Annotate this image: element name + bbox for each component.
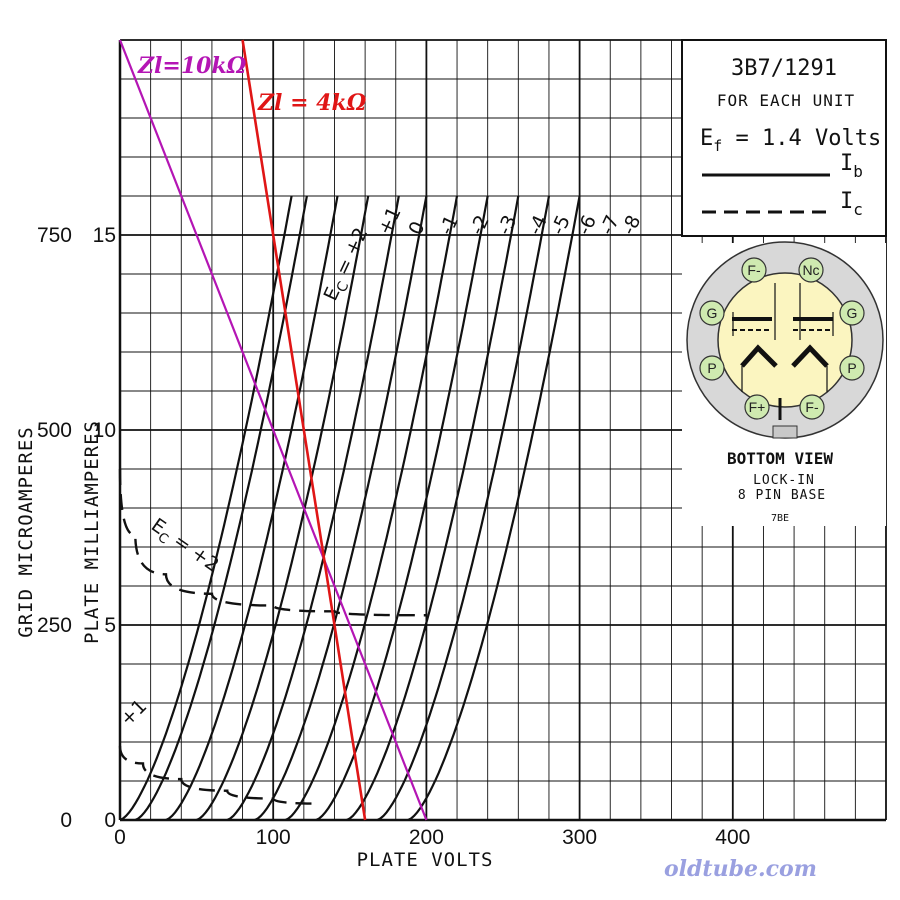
tube-elements-drawing xyxy=(732,283,834,420)
legend-solid-label: Ib xyxy=(840,151,863,181)
x-axis-title: PLATE VOLTS xyxy=(357,849,494,871)
y-tick-label-plate: 10 xyxy=(93,419,116,442)
ec-label-rest: = +2 xyxy=(329,224,373,284)
socket-pin-label: F- xyxy=(747,262,761,278)
watermark: oldtube.com xyxy=(664,856,817,882)
load-line-10k-label: Zl=10kΩ xyxy=(137,53,247,79)
legend-for-each-unit: FOR EACH UNIT xyxy=(717,91,855,110)
grid-current-curve xyxy=(118,468,427,617)
y-axis-title-grid: GRID MICROAMPERES xyxy=(15,426,37,637)
grid-plus1-label: +1 xyxy=(116,695,151,730)
legend-solid-sub: b xyxy=(853,162,863,181)
plate-curve xyxy=(226,195,400,821)
legend-box-frame xyxy=(681,39,887,237)
legend-tube-type: 3B7/1291 xyxy=(731,56,837,81)
load-line-4k-label: Zl = 4kΩ xyxy=(257,90,367,116)
legend-solid-symbol: I xyxy=(840,151,853,176)
socket-pin-label: P xyxy=(847,360,856,376)
y-tick-label-plate: 15 xyxy=(93,224,116,247)
legend-ef-rest: = 1.4 Volts xyxy=(722,126,881,151)
legend-ef-main: E xyxy=(700,126,713,151)
plate-curve xyxy=(119,195,293,821)
socket-pin-label: F+ xyxy=(749,399,766,415)
x-tick-label: 100 xyxy=(256,826,291,849)
ec-family-label: EC = +2 xyxy=(320,224,376,306)
load-line-10k xyxy=(118,39,428,821)
legend-dashed-sub: c xyxy=(853,200,863,219)
socket-pin xyxy=(839,300,865,326)
grid-current-curve xyxy=(118,745,320,805)
socket-pin-label: F- xyxy=(805,399,819,415)
legend-ef-sub: f xyxy=(713,137,722,155)
socket-pin xyxy=(839,355,865,381)
base-line-2: 8 PIN BASE xyxy=(738,488,826,503)
y-tick-label-grid: 250 xyxy=(37,614,72,637)
plate-curve xyxy=(196,195,370,821)
y-axis-title-plate: PLATE MILLIAMPERES xyxy=(81,420,103,644)
bottom-view-diagram: F+ P G F- Nc G P F- BOTTOM VIEW LOCK-IN 8 PIN B… xyxy=(682,241,886,526)
socket-pin-label: G xyxy=(707,305,718,321)
x-tick-label: 0 xyxy=(114,826,126,849)
y-tick-label-grid: 0 xyxy=(60,809,72,832)
legend-filament-voltage: Ef = 1.4 Volts xyxy=(700,126,881,155)
load-lines xyxy=(118,39,428,821)
x-tick-label: 300 xyxy=(562,826,597,849)
grid-current-curves xyxy=(118,468,427,805)
plate-curve xyxy=(376,195,551,821)
y-tick-label-grid: 750 xyxy=(37,224,72,247)
legend-box: 3B7/1291 FOR EACH UNIT Ef = 1.4 Volts Ib… xyxy=(681,39,887,237)
socket-pin xyxy=(799,394,825,420)
socket-pin-label: G xyxy=(847,305,858,321)
plate-curve xyxy=(346,195,520,821)
load-line-4k xyxy=(241,39,367,821)
plate-curve xyxy=(407,195,581,821)
socket-pin xyxy=(744,394,770,420)
plate-curve xyxy=(165,195,339,821)
lock-in-key xyxy=(772,425,798,439)
base-title: BOTTOM VIEW xyxy=(727,449,833,468)
socket-pin xyxy=(798,257,824,283)
plate-curve xyxy=(285,195,459,821)
socket-pin xyxy=(699,355,725,381)
legend-dashed-label: Ic xyxy=(840,189,863,219)
x-tick-label: 200 xyxy=(409,826,444,849)
plate-curve xyxy=(315,195,489,821)
y-tick-label-plate: 5 xyxy=(104,614,116,637)
x-tick-label: 400 xyxy=(715,826,750,849)
socket-pin-label: P xyxy=(707,360,716,376)
axis-titles: PLATE VOLTS PLATE MILLIAMPERES GRID MICR… xyxy=(15,420,494,871)
y-tick-label-grid: 500 xyxy=(37,419,72,442)
socket-pin-label: Nc xyxy=(802,262,819,278)
socket-pins: F+ P G F- Nc G P F- xyxy=(699,257,865,420)
plate-curve-label: +1 xyxy=(374,204,406,239)
socket-pin xyxy=(741,257,767,283)
svg-text:EC = +2: EC = +2 xyxy=(320,224,376,306)
base-line-1: LOCK-IN xyxy=(753,473,815,488)
base-code: 7BE xyxy=(771,513,789,524)
plate-curve-labels: +10 -1 -2 -3 -4-5-6-7-8 xyxy=(374,204,646,239)
socket-pin xyxy=(699,300,725,326)
legend-dashed-symbol: I xyxy=(840,189,853,214)
y-tick-label-plate: 0 xyxy=(104,809,116,832)
grid-ec-label-rest: = +2 xyxy=(164,526,223,576)
axis-tick-labels: 0 100 200 300 400 0 5 10 15 0 250 500 750 xyxy=(37,224,750,849)
socket-inner-body xyxy=(717,272,853,408)
